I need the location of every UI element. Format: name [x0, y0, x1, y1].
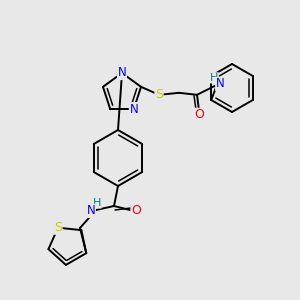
- Text: N: N: [87, 205, 95, 218]
- Text: H: H: [210, 73, 218, 83]
- Text: O: O: [194, 108, 204, 121]
- Text: H: H: [93, 198, 101, 208]
- Text: S: S: [155, 88, 163, 101]
- Text: N: N: [118, 67, 126, 80]
- Text: S: S: [54, 221, 62, 234]
- Text: O: O: [131, 203, 141, 217]
- Text: N: N: [129, 103, 138, 116]
- Text: N: N: [216, 77, 224, 90]
